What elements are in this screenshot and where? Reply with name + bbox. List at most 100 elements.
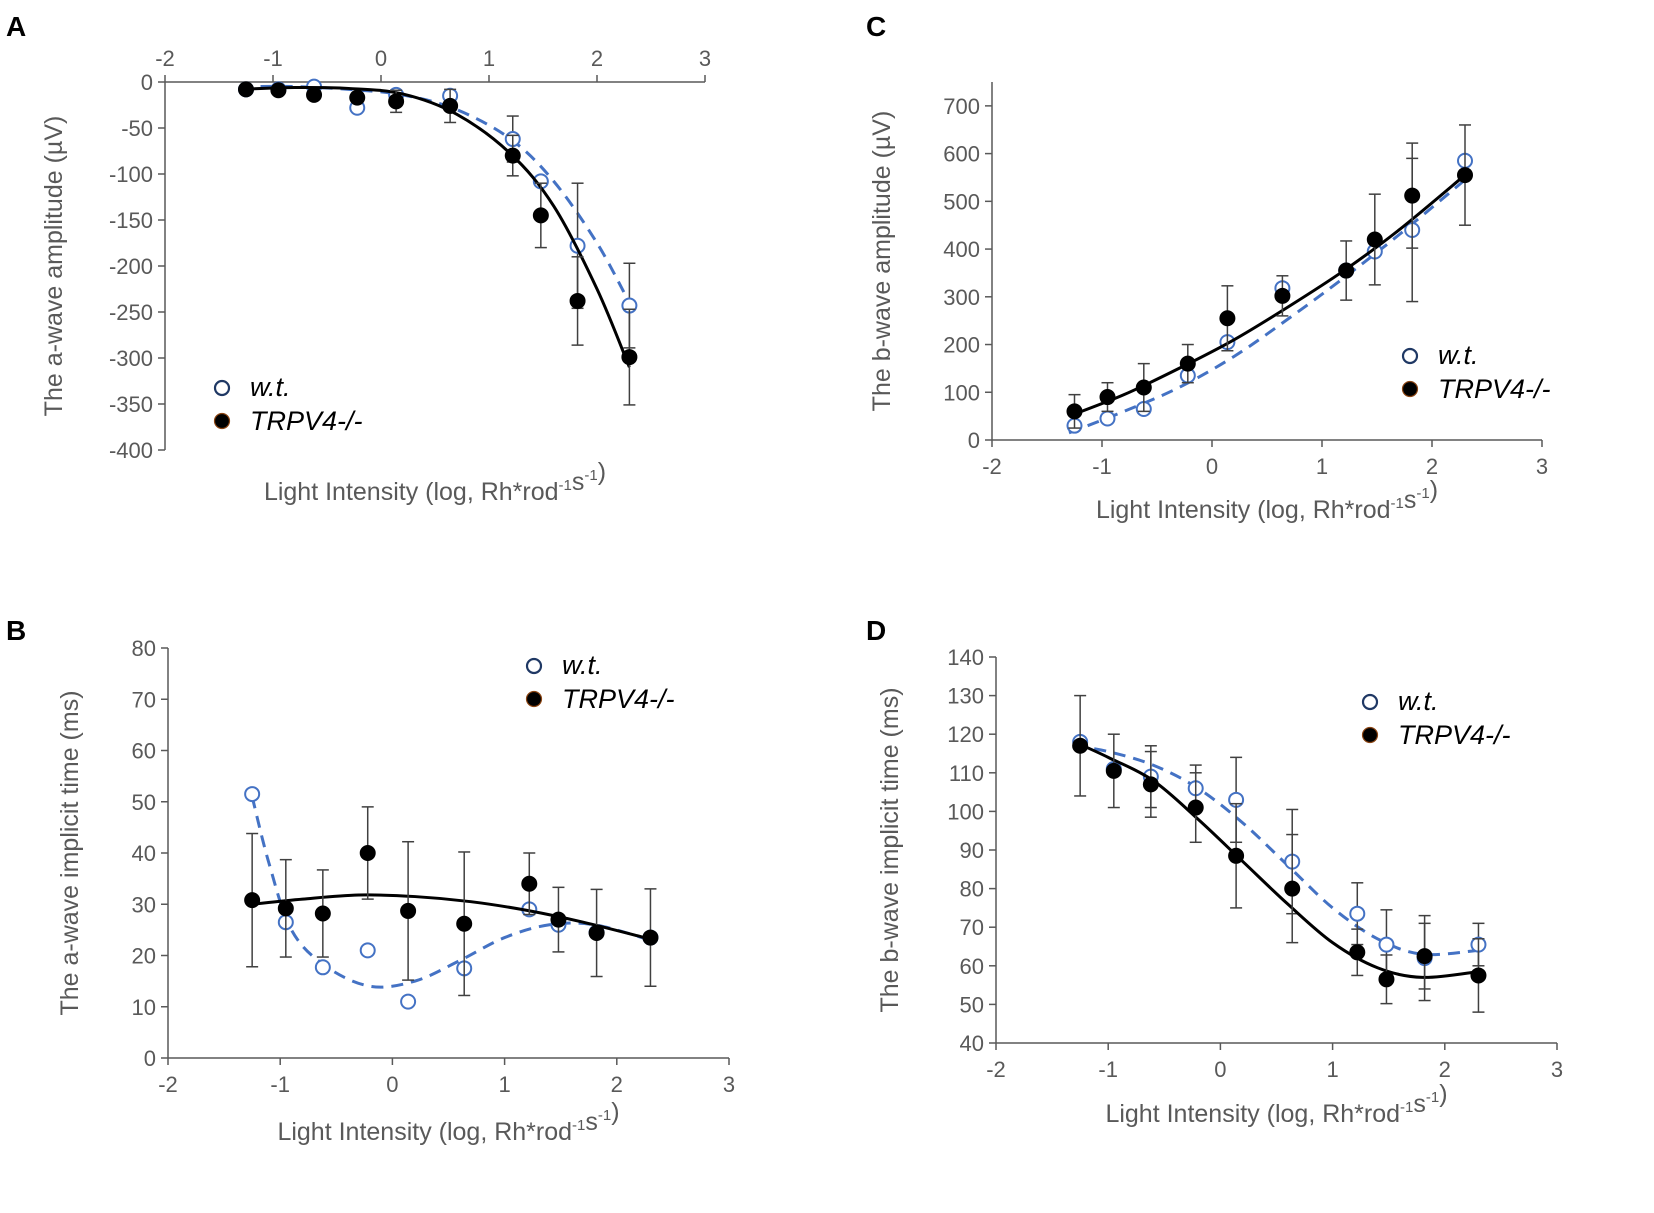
panel-d-y-tick-label: 90 [960, 838, 984, 863]
panel-c-x-tick-label: 2 [1426, 454, 1438, 479]
panel-d-x-tick-label: 0 [1214, 1057, 1226, 1082]
panel-b-trpv4-fit-line [251, 893, 651, 941]
panel-c-wt-fit-line [1068, 178, 1466, 435]
panel-a-y-tick-label: -150 [109, 208, 153, 233]
panel-d-trpv4-point [1072, 737, 1089, 754]
panel-d-y-tick-label: 70 [960, 915, 984, 940]
panel-a-y-tick-label: -200 [109, 254, 153, 279]
panel-c-legend-trpv4-label: TRPV4-/- [1438, 374, 1551, 404]
panel-b-trpv4-point [456, 915, 473, 932]
panel-d-trpv4-fit-line [1073, 740, 1479, 979]
panel-b-trpv4-point [314, 905, 331, 922]
panel-b-y-tick-label: 0 [144, 1046, 156, 1071]
panel-b-y-tick-label: 20 [132, 944, 156, 969]
panel-d-y-tick-label: 100 [947, 799, 984, 824]
panel-d-legend-trpv4-label: TRPV4-/- [1398, 720, 1511, 750]
panel-a-legend-wt-marker [213, 379, 231, 397]
panel-d-trpv4-point [1349, 944, 1366, 961]
panel-a-trpv4-point [532, 207, 549, 224]
panel-d-trpv4-point [1228, 847, 1245, 864]
panel-b-trpv4-point [359, 845, 376, 861]
panel-a-y-tick-label: -350 [109, 392, 153, 417]
panel-d-x-tick-label: -1 [1098, 1057, 1118, 1082]
panel-d-legend-wt-label: w.t. [1398, 686, 1439, 716]
panel-a-y-tick-label: -300 [109, 346, 153, 371]
panel-d-y-tick-label: 110 [949, 761, 984, 786]
panel-a-trpv4-point [388, 93, 405, 110]
panel-d-trpv4-point [1187, 799, 1204, 816]
panel-d-wt-point [1349, 905, 1366, 922]
panel-d-x-tick-label: 3 [1551, 1057, 1563, 1082]
panel-b-wt-fit-line [250, 796, 651, 989]
panel-b-x-axis-label: Light Intensity (log, Rh*rod-1s-1) [277, 1098, 619, 1146]
panel-c-trpv4-point [1099, 389, 1116, 406]
panel-b-trpv4-point [244, 892, 261, 909]
panel-a-y-axis-label: The a-wave amplitude (µV) [40, 116, 68, 417]
panel-c-x-axis-label: Light Intensity (log, Rh*rod-1s-1) [1096, 476, 1438, 524]
panel-a-x-tick-label: 3 [699, 46, 711, 71]
panel-b-wt-point [400, 993, 417, 1010]
panel-d-trpv4-point [1284, 880, 1301, 897]
panel-c-y-tick-label: 300 [943, 285, 980, 310]
panel-b-wt-point [359, 942, 376, 959]
panel-c-x-tick-label: -1 [1092, 454, 1112, 479]
panel-b-y-tick-label: 30 [132, 892, 156, 917]
panel-c-trpv4-point [1404, 187, 1421, 204]
panel-a-trpv4-point [306, 86, 323, 103]
panel-a-trpv4-point [504, 147, 521, 164]
panel-c-y-tick-label: 600 [943, 142, 980, 167]
panel-d-wt-fit-line [1074, 744, 1479, 957]
panel-b-trpv4-point [277, 900, 294, 917]
panel-d-legend-trpv4-marker [1361, 726, 1379, 744]
panel-b-wt-point [314, 959, 331, 976]
panel-d-y-tick-label: 80 [960, 877, 984, 902]
panel-c-y-tick-label: 200 [943, 333, 980, 358]
panel-c-legend-wt-marker [1401, 347, 1419, 365]
panel-b-chart: 0 10 20 30 40 50 60 70 80 -2 -1 0 1 2 3 The a-wave impl… [56, 636, 735, 1146]
panel-d-y-tick-label: 60 [960, 954, 984, 979]
panel-c-y-axis-label: The b-wave amplitude (µV) [868, 111, 896, 412]
panel-d-y-tick-label: 50 [960, 992, 984, 1017]
panel-b-x-tick-label: 1 [498, 1072, 510, 1097]
panel-c-trpv4-point [1066, 403, 1083, 420]
panel-b-trpv4-point [550, 911, 567, 928]
panel-c-chart: 0 100 200 300 400 500 600 700 -2 -1 0 1 2 3 The b-wave… [868, 82, 1551, 524]
panel-c-wt-point [1099, 410, 1116, 427]
panel-b-x-tick-label: -2 [158, 1072, 178, 1097]
panel-a-trpv4-point [442, 97, 459, 114]
panel-c-y-tick-label: 700 [943, 94, 980, 119]
panel-a-trpv4-point [569, 292, 586, 309]
panel-a-chart: 0 -50 -100 -150 -200 -250 -300 -350 -400 -2 -1 0 1 2 3… [40, 46, 711, 506]
panel-b-x-tick-label: 0 [386, 1072, 398, 1097]
panel-a-x-tick-label: 0 [375, 46, 387, 71]
panel-c-y-tick-label: 100 [943, 380, 980, 405]
panel-b-legend-trpv4-label: TRPV4-/- [562, 684, 675, 714]
panel-d-y-tick-label: 140 [947, 645, 984, 670]
panel-letter-b: B [6, 615, 26, 646]
panel-c-trpv4-point [1457, 167, 1473, 184]
panel-c-y-tick-label: 400 [943, 237, 980, 262]
panel-b-y-tick-label: 60 [132, 739, 156, 764]
panel-letter-d: D [866, 615, 886, 646]
panel-b-y-tick-label: 70 [132, 687, 156, 712]
panel-a-y-tick-label: -400 [109, 438, 153, 463]
panel-b-trpv4-point [642, 929, 659, 946]
panel-a-y-tick-label: -250 [109, 300, 153, 325]
panel-c-trpv4-point [1338, 262, 1355, 279]
panel-d-x-tick-label: 1 [1326, 1057, 1338, 1082]
panel-a-legend-trpv4-label: TRPV4-/- [250, 406, 363, 436]
panel-b-y-tick-label: 80 [132, 636, 156, 661]
panel-a-x-tick-label: 1 [483, 46, 495, 71]
panel-c-x-tick-label: 3 [1536, 454, 1548, 479]
panel-b-x-tick-label: 3 [723, 1072, 735, 1097]
panel-c-y-tick-label: 0 [968, 428, 980, 453]
panel-d-trpv4-point [1142, 776, 1159, 793]
panel-b-trpv4-point [588, 924, 605, 941]
panel-c-trpv4-point [1219, 310, 1236, 327]
panel-d-wt-point [1378, 936, 1395, 953]
panel-c-legend-trpv4-marker [1401, 380, 1419, 398]
panel-c-legend-wt-label: w.t. [1438, 340, 1479, 370]
panel-d-trpv4-point [1378, 971, 1395, 988]
panel-d-trpv4-point [1105, 762, 1122, 779]
panel-d-x-tick-label: 2 [1439, 1057, 1451, 1082]
